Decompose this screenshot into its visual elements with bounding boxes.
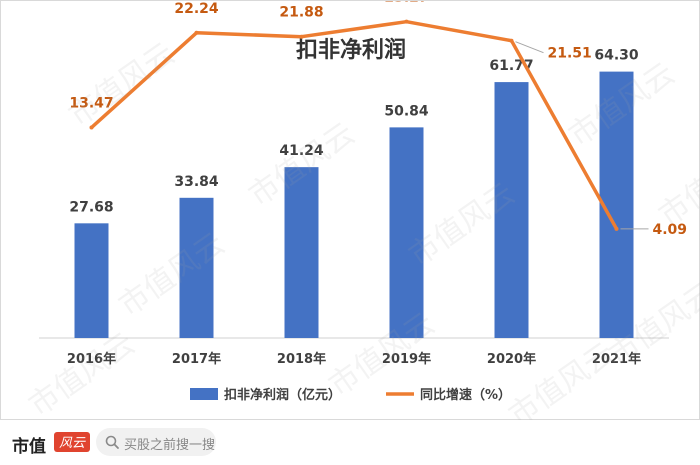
x-tick-label: 2021年 (592, 351, 641, 367)
line-point (404, 19, 409, 24)
bar-value-label: 41.24 (279, 143, 324, 159)
line-point (89, 125, 94, 130)
line-point (299, 34, 304, 39)
bar (284, 167, 319, 338)
line-value-label: 13.47 (69, 96, 113, 112)
line-point (614, 226, 619, 231)
footer-bar: 市值 风云 买股之前搜一搜 (0, 420, 700, 465)
leader-line (515, 41, 544, 54)
legend-label-bar: 扣非净利润（亿元） (224, 387, 341, 403)
legend-swatch-bar (190, 388, 218, 400)
line-series (90, 19, 619, 230)
bar-value-label: 33.84 (174, 174, 219, 190)
x-tick-label: 2016年 (67, 351, 116, 367)
chart-title: 扣非净利润 (296, 37, 406, 63)
brand-logo-text: 市值 (12, 437, 46, 457)
bar (599, 71, 634, 338)
chart: 扣非净利润27.6833.8441.2450.8461.7764.302016年… (39, 1, 688, 403)
search-placeholder: 买股之前搜一搜 (124, 438, 216, 453)
line-value-label: 21.88 (279, 5, 323, 21)
bar (389, 127, 424, 339)
bar-value-label: 64.30 (594, 48, 639, 64)
search-icon (105, 435, 119, 449)
line-value-label: 23.27 (384, 1, 428, 6)
bar-value-label: 27.68 (69, 199, 113, 215)
legend-label-line: 同比增速（%） (420, 387, 511, 403)
line-point (194, 30, 199, 35)
line-point (509, 38, 514, 43)
x-tick-label: 2018年 (277, 351, 326, 367)
x-tick-label: 2019年 (382, 351, 431, 367)
line-value-label: 21.51 (548, 46, 592, 62)
x-tick-label: 2020年 (487, 351, 536, 367)
bar-value-label: 50.84 (384, 103, 429, 119)
line-value-label: 22.24 (174, 1, 219, 17)
bar (179, 197, 214, 338)
brand-logo-mark: 风云 (54, 432, 90, 452)
bar (494, 82, 529, 339)
search-box[interactable]: 买股之前搜一搜 (96, 428, 216, 456)
bar (74, 223, 109, 338)
chart-card: 扣非净利润 27.68 33.84 41.24 50.84 61.77 64.30 2016年… (0, 0, 700, 420)
x-tick-label: 2017年 (172, 351, 221, 367)
line-value-label: 4.09 (653, 222, 688, 238)
brand-logo-mark-text: 风云 (59, 436, 86, 451)
